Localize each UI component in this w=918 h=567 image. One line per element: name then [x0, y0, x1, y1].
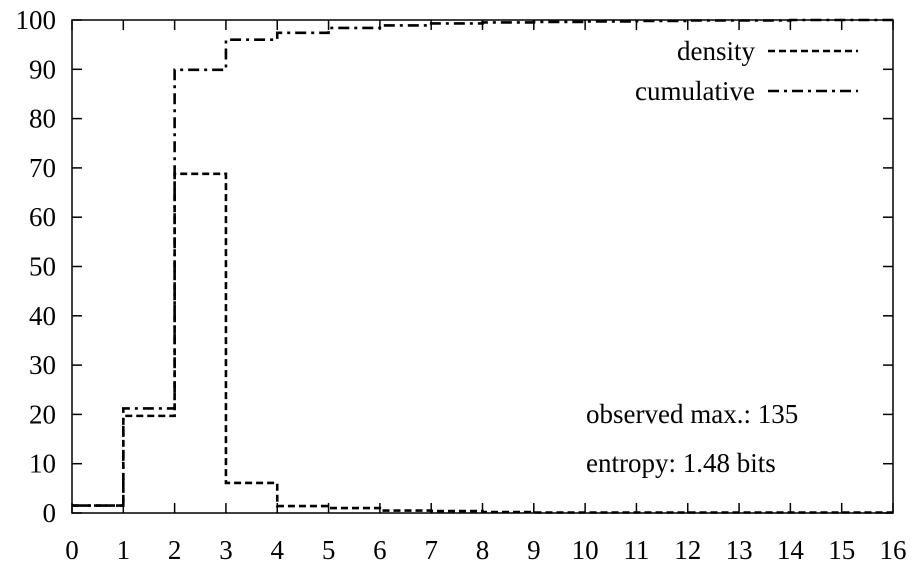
y-tick-label: 60: [29, 202, 56, 232]
y-tick-label: 80: [29, 104, 56, 134]
x-tick-label: 8: [476, 535, 490, 565]
legend-label-cumulative: cumulative: [635, 76, 755, 106]
y-tick-label: 20: [29, 399, 56, 429]
x-tick-label: 3: [219, 535, 233, 565]
x-tick-label: 12: [674, 535, 701, 565]
y-tick-label: 100: [16, 5, 57, 35]
y-tick-label: 70: [29, 153, 56, 183]
y-tick-labels: 0 10 20 30 40 50 60 70 80 90 100: [16, 5, 57, 528]
x-tick-label: 0: [65, 535, 79, 565]
x-tick-label: 4: [271, 535, 285, 565]
series-layer: [72, 18, 893, 514]
x-tick-label: 11: [623, 535, 649, 565]
x-tick-label: 6: [373, 535, 387, 565]
x-tick-label: 15: [828, 535, 855, 565]
y-tick-label: 10: [29, 449, 56, 479]
x-tick-label: 10: [572, 535, 599, 565]
x-tick-label: 14: [777, 535, 805, 565]
x-tick-label: 5: [322, 535, 336, 565]
y-tick-label: 30: [29, 350, 56, 380]
entropy-annotation: entropy: 1.48 bits: [586, 448, 776, 478]
x-tick-label: 16: [880, 535, 907, 565]
x-tick-labels: 0 1 2 3 4 5 6 7 8 9 10 11 12 13 14 15 16: [65, 535, 906, 565]
x-tick-label: 1: [117, 535, 131, 565]
y-tick-label: 90: [29, 54, 56, 84]
legend: density cumulative: [635, 36, 858, 106]
x-tick-label: 9: [527, 535, 541, 565]
y-tick-label: 40: [29, 301, 56, 331]
x-tick-label: 7: [424, 535, 438, 565]
series-line-cumulative: [72, 18, 893, 507]
legend-label-density: density: [677, 36, 755, 66]
y-tick-label: 0: [43, 498, 57, 528]
x-tick-label: 2: [168, 535, 182, 565]
y-tick-label: 50: [29, 252, 56, 282]
observed-max-annotation: observed max.: 135: [586, 399, 798, 429]
x-tick-label: 13: [726, 535, 753, 565]
plot-frame: [71, 19, 894, 514]
ticks-layer: [71, 19, 894, 514]
